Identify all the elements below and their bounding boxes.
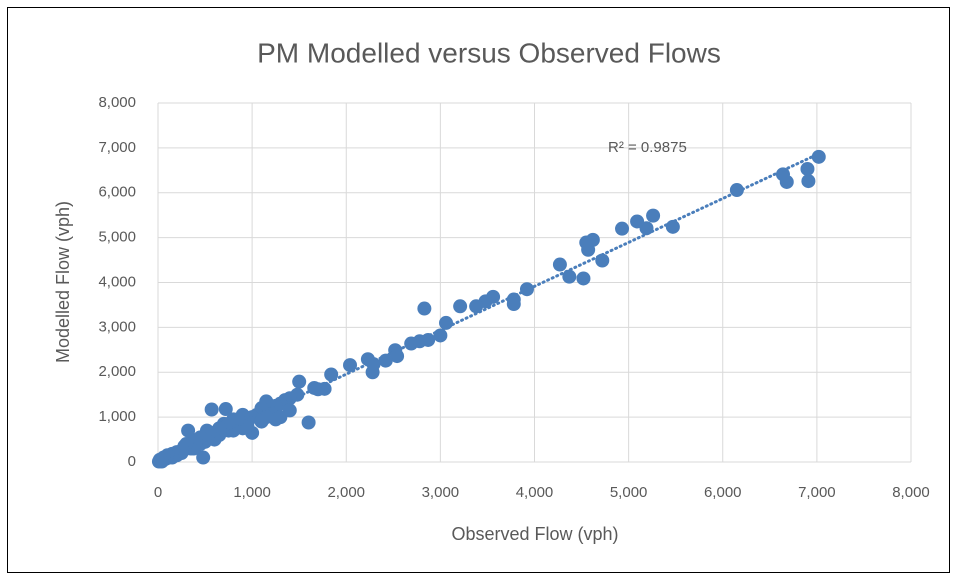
x-tick-label: 5,000 xyxy=(610,484,648,501)
point xyxy=(282,403,297,418)
x-tick-label: 2,000 xyxy=(327,484,365,501)
point xyxy=(519,282,534,297)
point xyxy=(378,353,393,368)
x-tick-label: 3,000 xyxy=(422,484,460,501)
point xyxy=(307,380,322,395)
x-tick-label: 6,000 xyxy=(704,484,742,501)
point xyxy=(665,219,680,234)
point xyxy=(292,374,307,389)
y-tick-label: 6,000 xyxy=(98,184,136,201)
y-tick-label: 7,000 xyxy=(98,139,136,156)
x-tick-label: 4,000 xyxy=(516,484,554,501)
grid xyxy=(157,102,912,463)
y-tick-label: 1,000 xyxy=(98,408,136,425)
x-tick-label: 7,000 xyxy=(798,484,836,501)
point xyxy=(204,402,219,417)
y-tick-label: 8,000 xyxy=(98,94,136,111)
point xyxy=(181,423,196,438)
x-tick-label: 8,000 xyxy=(892,484,930,501)
trendline xyxy=(156,153,819,464)
point xyxy=(801,174,816,189)
point xyxy=(576,271,591,286)
y-tick-label: 0 xyxy=(128,453,136,470)
y-tick-label: 2,000 xyxy=(98,363,136,380)
x-tick-label: 1,000 xyxy=(233,484,271,501)
x-tick-label: 0 xyxy=(154,484,162,501)
y-axis-label: Modelled Flow (vph) xyxy=(53,201,73,363)
point xyxy=(453,299,468,314)
point xyxy=(811,149,826,164)
point xyxy=(646,208,661,223)
point xyxy=(506,297,521,312)
plot-area xyxy=(151,149,826,469)
y-tick-label: 5,000 xyxy=(98,229,136,246)
point xyxy=(439,315,454,330)
chart-title: PM Modelled versus Observed Flows xyxy=(257,37,721,68)
point xyxy=(417,301,432,316)
point xyxy=(218,402,233,417)
point xyxy=(343,358,358,373)
point xyxy=(154,454,169,469)
point xyxy=(365,365,380,380)
point xyxy=(800,161,815,176)
annotation: R² = 0.9875 xyxy=(608,139,687,156)
y-tick-label: 4,000 xyxy=(98,273,136,290)
point xyxy=(630,214,645,229)
chart-frame xyxy=(7,7,950,573)
x-axis-label: Observed Flow (vph) xyxy=(451,524,618,544)
point xyxy=(615,221,630,236)
point xyxy=(433,328,448,343)
point xyxy=(552,257,567,272)
point xyxy=(469,299,484,314)
point xyxy=(196,450,211,465)
point xyxy=(581,242,596,257)
y-tick-label: 3,000 xyxy=(98,318,136,335)
point xyxy=(301,415,316,430)
